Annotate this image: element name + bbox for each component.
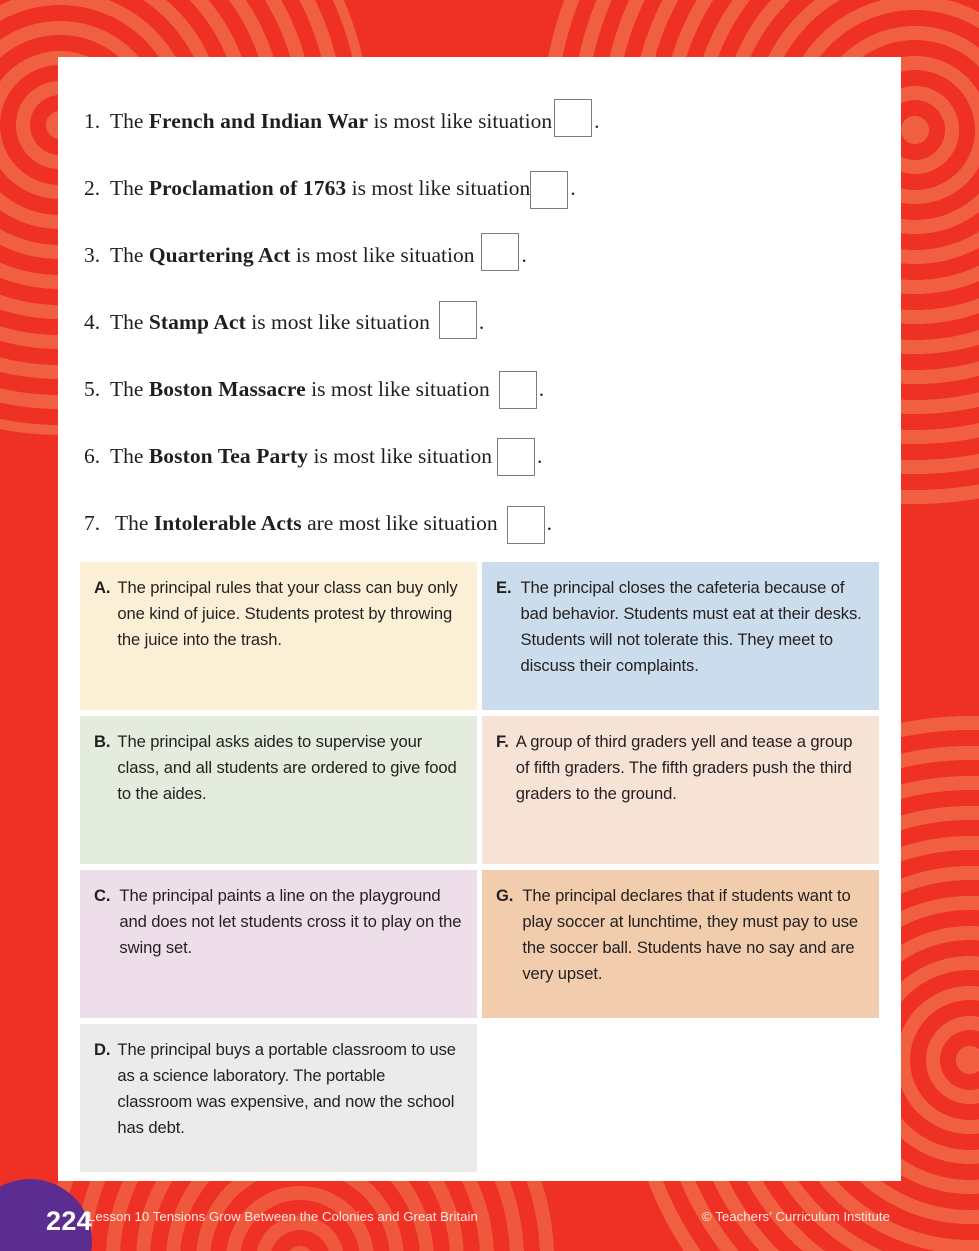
situation-letter: D.: [94, 1040, 111, 1059]
question-period: .: [538, 377, 545, 401]
question-prefix: The: [115, 511, 154, 535]
question-period: .: [570, 176, 576, 200]
situation-card-f: F. A group of third graders yell and tea…: [482, 716, 879, 864]
question-suffix: is most like situation: [245, 310, 430, 334]
question-period: .: [537, 444, 543, 468]
situation-letter: E.: [496, 578, 512, 597]
situation-text: The principal closes the cafeteria becau…: [520, 578, 862, 676]
question-text: The Boston Massacre is most like situati…: [110, 377, 490, 402]
situation-text: The principal rules that your class can …: [117, 578, 458, 650]
answer-box-6[interactable]: [497, 438, 536, 476]
question-term: French and Indian War: [148, 109, 369, 133]
page-number: 224: [46, 1206, 92, 1236]
question-term: Quartering Act: [148, 243, 291, 267]
worksheet-page: 1. The French and Indian War is most lik…: [58, 57, 901, 1181]
question-text: The Stamp Act is most like situation: [110, 310, 430, 335]
question-item-1: 1. The French and Indian War is most lik…: [84, 90, 901, 157]
question-item-2: 2. The Proclamation of 1763 is most like…: [84, 157, 901, 224]
situation-card-c: C. The principal paints a line on the pl…: [80, 870, 477, 1018]
question-number: 1.: [84, 109, 101, 133]
situation-card-a: A. The principal rules that your class c…: [80, 562, 477, 710]
question-list: 1. The French and Indian War is most lik…: [58, 57, 901, 559]
situation-card-e: E. The principal closes the cafeteria be…: [482, 562, 879, 710]
situation-card-b: B. The principal asks aides to supervise…: [80, 716, 477, 864]
answer-box-2[interactable]: [530, 171, 569, 209]
question-prefix: The: [110, 444, 149, 468]
question-suffix: is most like situation: [290, 243, 475, 267]
question-number: 5.: [84, 377, 101, 401]
question-period: .: [546, 511, 552, 535]
question-number: 6.: [84, 444, 101, 468]
answer-box-1[interactable]: [554, 99, 593, 137]
question-term: Stamp Act: [148, 310, 246, 334]
question-prefix: The: [110, 310, 149, 334]
page-footer: 224 Lesson 10 Tensions Grow Between the …: [0, 1179, 979, 1251]
footer-lesson-title: Lesson 10 Tensions Grow Between the Colo…: [88, 1209, 478, 1224]
question-suffix: are most like situation: [301, 511, 498, 535]
situation-text: The principal buys a portable classroom …: [117, 1040, 456, 1138]
situation-text: A group of third graders yell and tease …: [515, 732, 853, 804]
question-period: .: [478, 310, 485, 334]
situation-text: The principal paints a line on the playg…: [119, 886, 462, 958]
situation-text: The principal declares that if students …: [522, 886, 859, 984]
question-text: The Proclamation of 1763 is most like si…: [110, 176, 530, 201]
question-prefix: The: [110, 109, 149, 133]
question-prefix: The: [110, 176, 149, 200]
answer-box-3[interactable]: [481, 233, 520, 271]
question-suffix: is most like situation: [308, 444, 493, 468]
question-number: 2.: [84, 176, 101, 200]
situation-letter: A.: [94, 578, 111, 597]
question-period: .: [521, 243, 527, 267]
question-term: Boston Massacre: [148, 377, 306, 401]
situation-letter: B.: [94, 732, 111, 751]
answer-box-4[interactable]: [438, 301, 477, 339]
situation-card-grid: A. The principal rules that your class c…: [80, 562, 879, 1172]
question-suffix: is most like situation: [305, 377, 490, 401]
situation-text: The principal asks aides to supervise yo…: [117, 732, 457, 804]
question-suffix: is most like situation: [346, 176, 531, 200]
question-item-3: 3. The Quartering Act is most like situa…: [84, 224, 901, 291]
question-text: The French and Indian War is most like s…: [110, 109, 552, 134]
question-item-4: 4. The Stamp Act is most like situation …: [84, 291, 901, 358]
question-number: 7.: [84, 511, 101, 535]
question-term: Proclamation of 1763: [148, 176, 347, 200]
question-period: .: [594, 109, 600, 133]
question-text: The Intolerable Acts are most like situa…: [115, 511, 498, 536]
question-item-6: 6. The Boston Tea Party is most like sit…: [84, 425, 901, 492]
situation-card-g: G. The principal declares that if studen…: [482, 870, 879, 1018]
question-prefix: The: [110, 377, 149, 401]
question-item-7: 7. The Intolerable Acts are most like si…: [84, 492, 901, 559]
situation-letter: F.: [496, 732, 509, 751]
question-text: The Boston Tea Party is most like situat…: [110, 444, 492, 469]
question-item-5: 5. The Boston Massacre is most like situ…: [84, 358, 901, 425]
question-term: Boston Tea Party: [148, 444, 309, 468]
question-number: 3.: [84, 243, 101, 267]
situation-letter: G.: [496, 886, 514, 905]
question-number: 4.: [84, 310, 101, 334]
situation-card-d: D. The principal buys a portable classro…: [80, 1024, 477, 1172]
footer-copyright: © Teachers’ Curriculum Institute: [702, 1209, 890, 1224]
question-suffix: is most like situation: [368, 109, 553, 133]
situation-letter: C.: [94, 886, 111, 905]
answer-box-7[interactable]: [506, 506, 545, 544]
answer-box-5[interactable]: [498, 371, 537, 409]
question-text: The Quartering Act is most like situatio…: [110, 243, 474, 268]
question-term: Intolerable Acts: [153, 511, 302, 535]
question-prefix: The: [110, 243, 149, 267]
